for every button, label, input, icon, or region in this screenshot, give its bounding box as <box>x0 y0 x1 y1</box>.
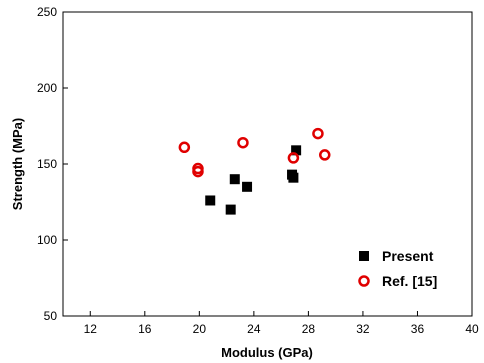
y-tick-label: 200 <box>37 81 57 95</box>
legend-marker-present <box>359 251 369 261</box>
data-points <box>178 127 331 215</box>
legend-marker-ref <box>358 275 370 287</box>
legend: Present Ref. [15] <box>358 248 437 289</box>
point-ref-15 <box>237 136 249 149</box>
point-present <box>291 145 302 156</box>
x-tick-label: 20 <box>193 322 207 336</box>
y-tick-label: 150 <box>37 157 57 171</box>
x-tick-label: 24 <box>247 322 261 336</box>
x-tick-label: 28 <box>302 322 316 336</box>
y-tick-label: 50 <box>44 309 58 323</box>
point-ref-15 <box>192 165 204 178</box>
x-tick-label: 40 <box>465 322 479 336</box>
point-ref-15 <box>287 152 300 164</box>
x-axis: 12 16 20 24 28 32 36 40 <box>84 311 479 336</box>
y-tick-label: 100 <box>37 233 57 247</box>
x-axis-title: Modulus (GPa) <box>221 345 313 360</box>
y-axis-title: Strength (MPa) <box>10 118 25 210</box>
point-present <box>229 174 240 185</box>
y-axis: 50 100 150 200 250 <box>37 5 68 323</box>
point-ref-15 <box>319 149 331 161</box>
x-tick-label: 12 <box>84 322 98 336</box>
y-tick-label: 250 <box>37 5 57 19</box>
legend-label-present: Present <box>382 248 434 264</box>
plot-area-frame <box>62 11 473 317</box>
point-present <box>205 195 216 206</box>
point-present <box>225 204 236 215</box>
point-present <box>288 172 299 183</box>
x-tick-label: 16 <box>138 322 152 336</box>
point-present <box>242 181 253 192</box>
legend-label-ref: Ref. [15] <box>382 273 437 289</box>
point-ref-15 <box>178 141 191 154</box>
point-ref-15 <box>312 127 324 140</box>
x-tick-label: 36 <box>411 322 425 336</box>
x-tick-label: 32 <box>356 322 370 336</box>
